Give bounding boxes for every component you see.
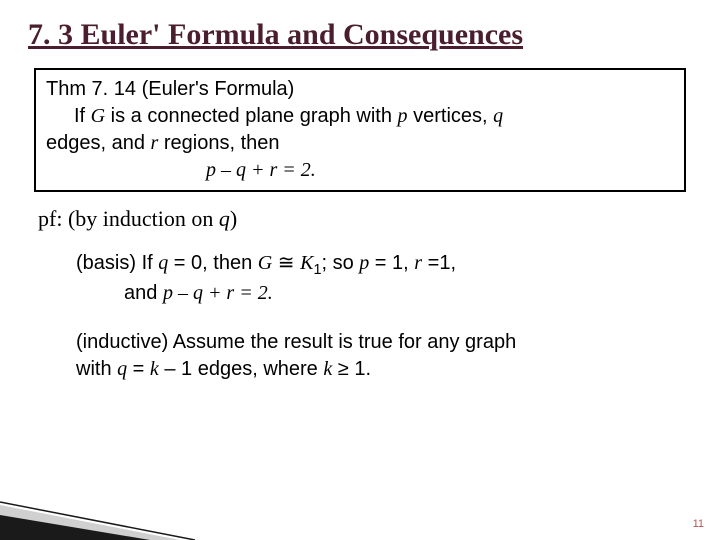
formula-text: p – q + r = 2. bbox=[206, 159, 316, 181]
basis-q: q bbox=[158, 252, 168, 274]
pf-prefix: pf: (by induction on bbox=[38, 206, 219, 231]
ind-geq: ≥ 1. bbox=[332, 358, 371, 380]
inductive-line1: (inductive) Assume the result is true fo… bbox=[76, 329, 692, 356]
basis-p-eq: = 1, bbox=[369, 252, 414, 274]
basis-p: p bbox=[359, 252, 369, 274]
basis-line2-prefix: and bbox=[124, 282, 163, 304]
ind-prefix: with bbox=[76, 358, 117, 380]
basis-r-eq: =1, bbox=[422, 252, 456, 274]
thm-text: regions, then bbox=[158, 132, 279, 154]
theorem-formula: p – q + r = 2. bbox=[46, 157, 674, 184]
slide-title: 7. 3 Euler' Formula and Consequences bbox=[28, 18, 692, 52]
basis-line1: (basis) If q = 0, then G ≅ K1; so p = 1,… bbox=[76, 250, 692, 280]
corner-decoration bbox=[0, 460, 220, 540]
thm-var-G: G bbox=[91, 105, 105, 127]
basis-line2: and p – q + r = 2. bbox=[124, 280, 692, 307]
thm-var-p: p bbox=[398, 105, 408, 127]
basis-G: G bbox=[258, 252, 272, 274]
slide-container: 7. 3 Euler' Formula and Consequences Thm… bbox=[0, 0, 720, 540]
ind-minus1: – 1 edges, where bbox=[159, 358, 324, 380]
pf-suffix: ) bbox=[230, 206, 237, 231]
theorem-box: Thm 7. 14 (Euler's Formula) If G is a co… bbox=[34, 68, 686, 192]
inductive-line2: with q = k – 1 edges, where k ≥ 1. bbox=[76, 356, 692, 383]
thm-var-q: q bbox=[493, 105, 503, 127]
basis-cong: ≅ bbox=[272, 252, 300, 274]
thm-text: vertices, bbox=[408, 105, 494, 127]
basis-afterK1: ; so bbox=[321, 252, 359, 274]
basis-eq0: = 0, then bbox=[168, 252, 258, 274]
thm-text: If bbox=[74, 105, 91, 127]
basis-K: K bbox=[300, 252, 313, 274]
thm-text: edges, and bbox=[46, 132, 151, 154]
basis-line2-formula: p – q + r = 2. bbox=[163, 282, 273, 304]
proof-intro: pf: (by induction on q) bbox=[38, 206, 682, 232]
page-number: 11 bbox=[693, 518, 704, 530]
pf-var-q: q bbox=[219, 206, 230, 231]
ind-q: q bbox=[117, 358, 127, 380]
basis-prefix: (basis) If bbox=[76, 252, 158, 274]
ind-k: k bbox=[150, 358, 159, 380]
thm-text: is a connected plane graph with bbox=[105, 105, 397, 127]
theorem-body-line2: edges, and r regions, then bbox=[46, 130, 674, 157]
theorem-body-line1: If G is a connected plane graph with p v… bbox=[46, 103, 674, 130]
ind-k2: k bbox=[323, 358, 332, 380]
theorem-header: Thm 7. 14 (Euler's Formula) bbox=[46, 76, 674, 103]
ind-eq: = bbox=[127, 358, 150, 380]
basis-r: r bbox=[414, 252, 422, 274]
